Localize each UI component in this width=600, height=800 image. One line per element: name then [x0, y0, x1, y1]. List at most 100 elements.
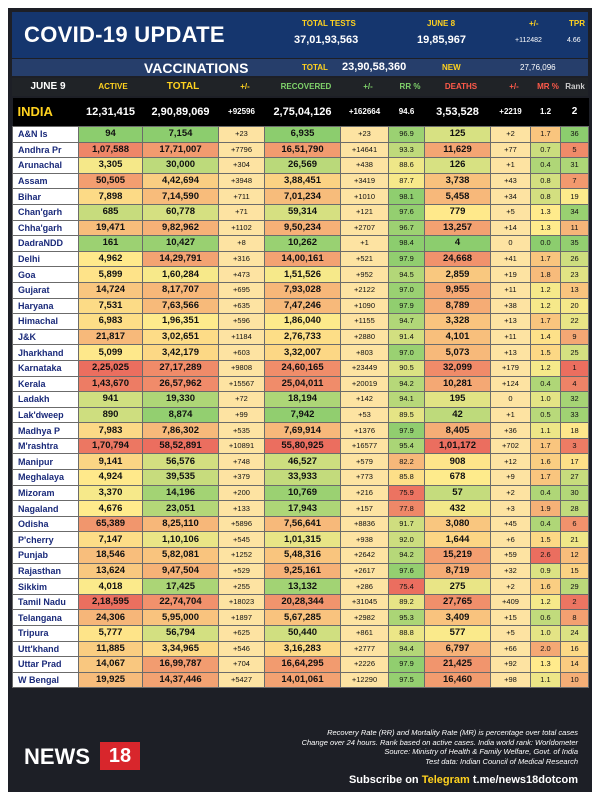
cell-mr: 2.0 — [530, 640, 561, 658]
cell-active: 1,07,588 — [78, 141, 143, 159]
state-name: Tripura — [12, 625, 79, 642]
cell-recovered: 1,01,315 — [264, 531, 341, 549]
cell-mr: 1.2 — [530, 593, 561, 611]
cell-death-delta: +15 — [490, 609, 531, 626]
col-total: TOTAL — [166, 81, 200, 92]
cell-recovered: 13,132 — [264, 578, 341, 595]
cell-deaths: 32,099 — [424, 359, 491, 377]
cell-rec-delta: +121 — [340, 203, 389, 221]
cell-total: 7,86,302 — [142, 422, 219, 439]
cell-rr: 97.5 — [388, 671, 425, 689]
cell-rr: 93.3 — [388, 141, 425, 159]
cell-active: 5,899 — [78, 266, 143, 283]
cell-rec-delta: +861 — [340, 625, 389, 642]
telegram-link[interactable]: Telegram — [421, 774, 470, 786]
cell-recovered: 7,01,234 — [264, 188, 341, 205]
table-row: Tripura 5,777 56,794 +625 50,440 +861 88.8 577 +… — [12, 625, 589, 642]
cell-delta: +704 — [218, 656, 265, 673]
col-rank: Rank — [565, 82, 585, 91]
cell-mr: 0.7 — [530, 141, 561, 159]
cell-rec-delta: +1010 — [340, 188, 389, 205]
cell-rr: 97.9 — [388, 422, 425, 439]
table-row: W Bengal 19,925 14,37,446 +5427 14,01,061 +12… — [12, 671, 589, 689]
cell-mr: 1.0 — [530, 391, 561, 408]
cell-recovered: 14,00,161 — [264, 250, 341, 268]
state-name: Jharkhand — [12, 344, 79, 361]
cell-rr: 85.8 — [388, 469, 425, 486]
state-name: Nagaland — [12, 500, 79, 517]
cell-deaths: 42 — [424, 406, 491, 424]
cell-mr: 1.1 — [530, 422, 561, 439]
cell-rec-delta: +2122 — [340, 281, 389, 299]
cell-active: 21,817 — [78, 328, 143, 346]
state-name: Chan'garh — [12, 203, 79, 221]
cell-death-delta: +702 — [490, 437, 531, 455]
cell-deaths: 5,073 — [424, 344, 491, 361]
cell-mr: 1.7 — [530, 250, 561, 268]
cell-deaths: 908 — [424, 453, 491, 471]
cell-death-delta: +3 — [490, 500, 531, 517]
cell-mr: 2.6 — [530, 547, 561, 564]
cell-deaths: 57 — [424, 484, 491, 502]
cell-rr: 91.7 — [388, 515, 425, 533]
cell-total: 17,425 — [142, 578, 219, 595]
cell-deaths: 1,644 — [424, 531, 491, 549]
cell-mr: 1.0 — [530, 625, 561, 642]
cell-rec-delta: +2617 — [340, 562, 389, 580]
cell-deaths: 13,257 — [424, 219, 491, 237]
cell-total: 4,42,694 — [142, 172, 219, 190]
tpr-value: 4.66 — [567, 37, 581, 44]
cell-rank: 10 — [560, 671, 589, 689]
cell-active: 4,018 — [78, 578, 143, 595]
cell-rec-delta: +938 — [340, 531, 389, 549]
cell-rr: 75.4 — [388, 578, 425, 595]
table-row: Rajasthan 13,624 9,47,504 +529 9,25,161 +2617… — [12, 562, 589, 580]
cell-delta: +546 — [218, 640, 265, 658]
state-name: Mizoram — [12, 484, 79, 502]
cell-recovered: 20,28,344 — [264, 593, 341, 611]
cell-active: 2,18,595 — [78, 593, 143, 611]
cell-rank: 35 — [560, 235, 589, 252]
cell-rr: 77.8 — [388, 500, 425, 517]
cell-deaths: 1,01,172 — [424, 437, 491, 455]
cell-deaths: 678 — [424, 469, 491, 486]
cell-rec-delta: +53 — [340, 406, 389, 424]
state-name: Manipur — [12, 453, 79, 471]
cell-rank: 24 — [560, 625, 589, 642]
telegram-handle[interactable]: t.me/news18dotcom — [472, 774, 578, 786]
india-deaths: 3,53,528 — [424, 98, 491, 127]
state-name: Telangana — [12, 609, 79, 626]
cell-rr: 97.6 — [388, 562, 425, 580]
cell-total: 8,25,110 — [142, 515, 219, 533]
cell-deaths: 27,765 — [424, 593, 491, 611]
table-row: Himachal 6,983 1,96,351 +596 1,86,040 +1155 94… — [12, 313, 589, 330]
state-name: Rajasthan — [12, 562, 79, 580]
cell-rr: 89.2 — [388, 593, 425, 611]
cell-rank: 34 — [560, 203, 589, 221]
cell-recovered: 7,56,641 — [264, 515, 341, 533]
cell-active: 7,147 — [78, 531, 143, 549]
cell-rec-delta: +142 — [340, 391, 389, 408]
vaccinations-total-value: 23,90,58,360 — [342, 61, 407, 73]
cell-rr: 82.2 — [388, 453, 425, 471]
cell-recovered: 7,93,028 — [264, 281, 341, 299]
cell-active: 1,70,794 — [78, 437, 143, 455]
cell-recovered: 1,86,040 — [264, 313, 341, 330]
state-name: Meghalaya — [12, 469, 79, 486]
cell-rr: 87.7 — [388, 172, 425, 190]
cell-mr: 1.9 — [530, 500, 561, 517]
cell-mr: 0.5 — [530, 406, 561, 424]
cell-rank: 9 — [560, 328, 589, 346]
cell-rank: 5 — [560, 141, 589, 159]
cell-deaths: 10,281 — [424, 375, 491, 393]
cell-death-delta: +1 — [490, 406, 531, 424]
cell-active: 9,141 — [78, 453, 143, 471]
cell-rec-delta: +23449 — [340, 359, 389, 377]
cell-total: 1,96,351 — [142, 313, 219, 330]
cell-active: 19,925 — [78, 671, 143, 689]
cell-mr: 0.4 — [530, 375, 561, 393]
state-name: Utt'khand — [12, 640, 79, 658]
cell-rank: 33 — [560, 406, 589, 424]
total-tests-value: 37,01,93,563 — [294, 34, 359, 46]
col-mr: MR % — [537, 82, 559, 91]
